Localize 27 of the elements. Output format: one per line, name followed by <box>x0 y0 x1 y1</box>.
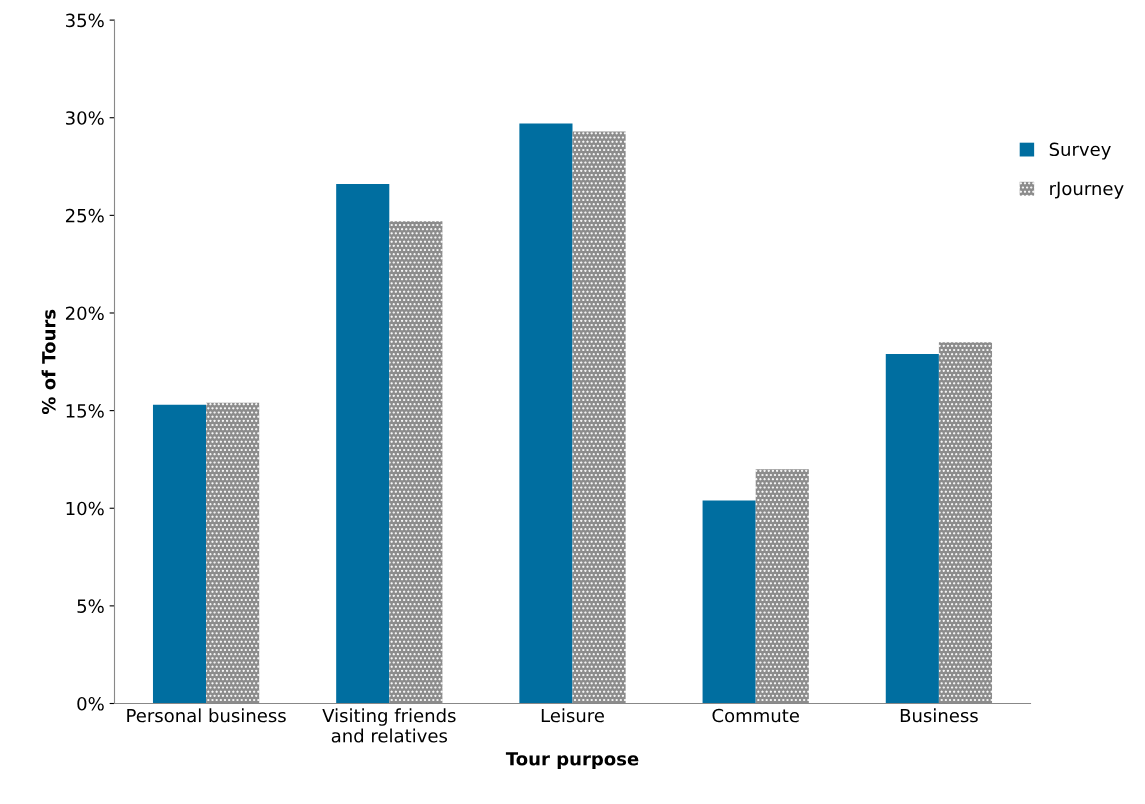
x-tick-label: Personal business <box>127 708 286 723</box>
legend-label: Survey <box>1049 142 1111 160</box>
y-tick-label: 20% <box>65 306 104 321</box>
x-axis-title: Tour purpose <box>505 752 639 770</box>
bar <box>336 184 390 704</box>
y-tick-label: 30% <box>66 111 104 125</box>
bar <box>885 353 939 704</box>
x-tick-label: Commute <box>712 708 799 723</box>
bar <box>519 123 573 704</box>
bar <box>389 221 443 704</box>
bar <box>152 404 207 704</box>
bar <box>755 469 809 704</box>
y-axis-title: % of Tours <box>41 309 56 415</box>
bar <box>572 131 626 704</box>
y-tick-label: 5% <box>77 599 104 613</box>
bar <box>206 402 260 704</box>
y-tick-label: 0% <box>77 696 104 711</box>
x-tick-label: Business <box>900 708 978 723</box>
y-tick-label: 10% <box>66 501 104 516</box>
x-tick-label: Leisure <box>541 708 604 723</box>
y-tick-label: 35% <box>66 13 104 28</box>
bar <box>938 342 993 704</box>
y-tick-label: 15% <box>66 404 104 418</box>
x-tick-label: Visiting friends and relatives <box>322 708 456 743</box>
legend-label: rJourney <box>1050 181 1124 199</box>
bar <box>702 500 756 704</box>
y-tick-label: 25% <box>65 208 104 223</box>
